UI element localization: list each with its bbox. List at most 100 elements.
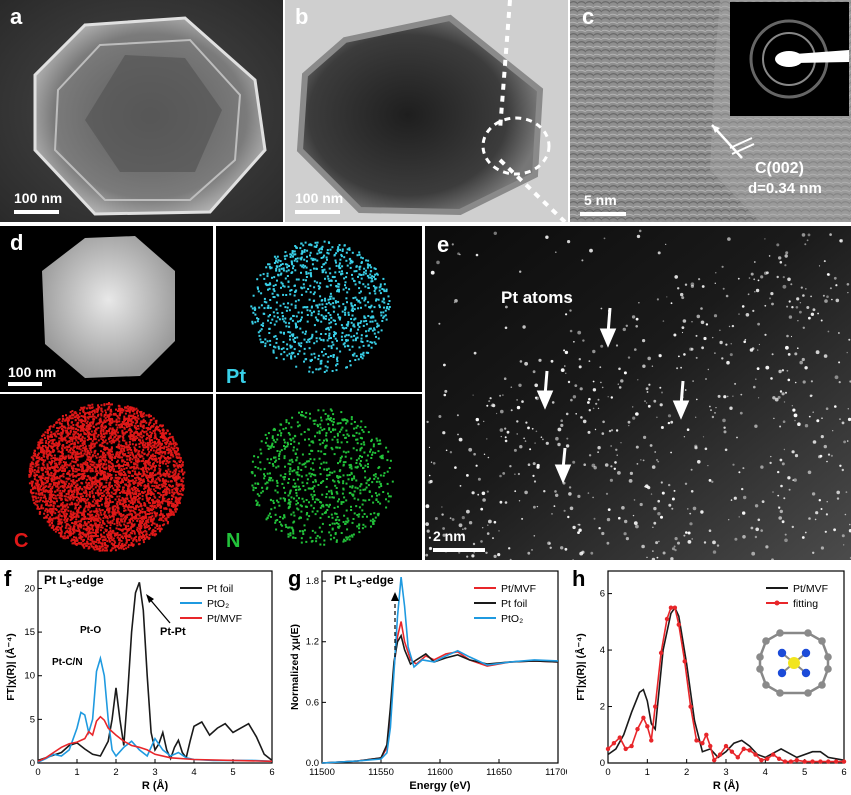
arrows bbox=[536, 307, 690, 484]
series-point bbox=[641, 715, 646, 721]
legend-marker bbox=[774, 600, 780, 606]
y-axis-label: Normalized χμ(E) bbox=[289, 624, 301, 710]
haadf-image-panel-d: d 100 nm bbox=[0, 226, 213, 392]
series-point bbox=[741, 746, 746, 752]
legend-label: Pt/MVF bbox=[207, 613, 242, 625]
series-point bbox=[672, 605, 678, 610]
series-point bbox=[708, 743, 713, 749]
y-tick-label: 1.2 bbox=[306, 637, 319, 648]
x-tick-label: 11500 bbox=[309, 767, 335, 778]
annotation-d-spacing: d=0.34 nm bbox=[748, 180, 822, 197]
pt-atoms-label: Pt atoms bbox=[501, 288, 573, 307]
scale-label-c: 5 nm bbox=[584, 192, 617, 208]
series-point bbox=[645, 724, 650, 729]
series-point bbox=[629, 743, 634, 749]
pt-pt-arrow bbox=[147, 596, 171, 624]
eds-label-pt: Pt bbox=[226, 366, 246, 388]
tem-image-panel-b: b 100 nm bbox=[285, 0, 568, 222]
sem-particle bbox=[0, 0, 283, 222]
legend-label: PtO₂ bbox=[501, 613, 523, 625]
x-tick-label: 11600 bbox=[427, 767, 453, 778]
y-tick-label: 5 bbox=[30, 714, 35, 725]
series-point bbox=[617, 735, 622, 740]
eds-label-c: C bbox=[14, 530, 29, 552]
legend-label: PtO₂ bbox=[207, 598, 229, 610]
x-tick-label: 0 bbox=[605, 767, 610, 778]
pt-n4-structure-inset bbox=[756, 629, 832, 697]
series-point bbox=[623, 746, 628, 752]
series-point bbox=[611, 741, 617, 746]
y-tick-label: 0.0 bbox=[306, 758, 319, 769]
x-tick-label: 3 bbox=[152, 767, 157, 778]
pt-dot-cloud bbox=[250, 240, 391, 374]
series-point bbox=[759, 757, 764, 763]
panel-label-c: c bbox=[582, 4, 595, 29]
x-tick-label: 1 bbox=[645, 767, 650, 778]
series-point bbox=[747, 748, 752, 753]
series-point bbox=[833, 759, 839, 764]
legend-label: Pt foil bbox=[207, 583, 233, 595]
y-tick-label: 0.6 bbox=[306, 697, 319, 708]
x-tick-label: 3 bbox=[723, 767, 728, 778]
series-point bbox=[723, 743, 729, 749]
series-line bbox=[37, 715, 273, 763]
x-tick-label: 4 bbox=[763, 767, 768, 778]
series-point bbox=[653, 704, 658, 709]
x-tick-label: 11550 bbox=[368, 767, 394, 778]
panel-label-d: d bbox=[10, 230, 24, 255]
series-point bbox=[802, 759, 807, 764]
panel-label-h: h bbox=[572, 566, 586, 591]
y-tick-label: 15 bbox=[24, 627, 35, 638]
series-point bbox=[735, 755, 740, 760]
y-tick-label: 1.8 bbox=[306, 576, 319, 587]
annotation-c002: C(002) bbox=[755, 160, 804, 177]
series-point bbox=[782, 759, 788, 764]
eds-map-c: C bbox=[0, 394, 213, 560]
dot-cloud bbox=[28, 402, 186, 552]
series-point bbox=[635, 726, 640, 732]
hrtem-lattice bbox=[570, 0, 851, 222]
panel-label-f: f bbox=[4, 566, 12, 591]
chart-h: 0 1 2 3 4 5 6 0 2 4 6 R (Å) FT|χ(R)| (Å⁻⁴) Pt/MVF fitt… bbox=[574, 570, 847, 792]
y-tick-label: 2 bbox=[600, 702, 605, 713]
series-point bbox=[704, 732, 709, 737]
series-line bbox=[607, 606, 845, 761]
series-line bbox=[37, 655, 273, 763]
series-point bbox=[776, 756, 782, 761]
dot-cloud bbox=[250, 240, 391, 374]
scale-label-e: 2 nm bbox=[433, 528, 466, 544]
dot-cloud bbox=[250, 408, 394, 546]
series-line bbox=[37, 582, 273, 762]
series-point bbox=[649, 738, 654, 743]
series-point bbox=[717, 752, 723, 757]
x-axis-label: R (Å) bbox=[142, 779, 169, 792]
scale-bar-b bbox=[295, 210, 340, 214]
y-tick-label: 0 bbox=[600, 758, 605, 769]
y-tick-label: 10 bbox=[24, 671, 35, 682]
peak-ptpt: Pt-Pt bbox=[160, 626, 186, 638]
x-tick-label: 6 bbox=[841, 767, 846, 778]
scale-label-d: 100 nm bbox=[8, 364, 57, 380]
series-point bbox=[794, 757, 799, 763]
series-line bbox=[321, 633, 559, 764]
scale-bar-a bbox=[14, 210, 59, 214]
x-tick-label: 4 bbox=[191, 767, 196, 778]
legend-label: Pt/MVF bbox=[793, 583, 828, 595]
series-point bbox=[841, 759, 847, 764]
tem-particle bbox=[285, 0, 568, 222]
hrtem-image-panel-c: c C(002) d=0.34 nm 5 nm bbox=[570, 0, 851, 222]
chart-f: 0 1 2 3 4 5 6 0 5 10 15 20 R (Å) FT|χ(R)| (Å⁻⁴) Pt foi… bbox=[4, 570, 275, 792]
series-point bbox=[664, 616, 670, 622]
x-tick-label: 5 bbox=[802, 767, 807, 778]
haadf-stem-panel-e: e Pt atoms 2 nm bbox=[425, 226, 851, 560]
atom-speckles bbox=[425, 229, 851, 560]
series-point bbox=[788, 759, 794, 764]
scale-bar-e bbox=[433, 548, 485, 552]
sem-image-panel-a: a 100 nm bbox=[0, 0, 283, 222]
panel-label-e: e bbox=[437, 232, 450, 257]
y-tick-label: 0 bbox=[30, 758, 35, 769]
haadf-particle bbox=[42, 236, 175, 378]
c-dot-cloud bbox=[28, 402, 186, 552]
